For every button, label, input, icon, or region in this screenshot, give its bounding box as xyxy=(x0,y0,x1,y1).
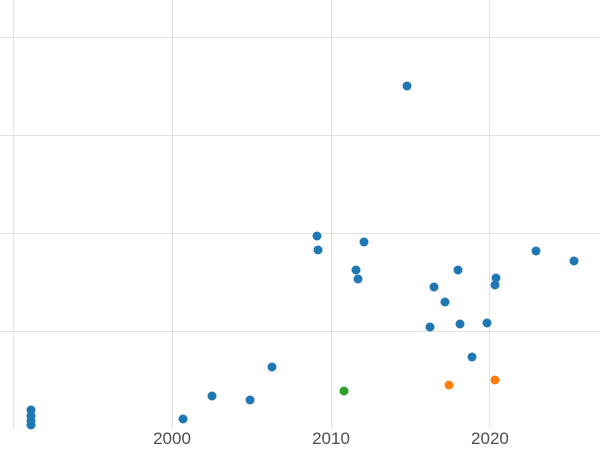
data-point-blue xyxy=(26,420,36,430)
data-point-orange xyxy=(444,380,454,390)
data-point-green xyxy=(339,386,349,396)
data-point-blue xyxy=(491,273,501,283)
data-point-blue xyxy=(531,246,541,256)
data-point-blue xyxy=(207,391,217,401)
data-point-blue xyxy=(453,265,463,275)
data-point-blue xyxy=(178,414,188,424)
data-point-blue xyxy=(26,411,36,421)
vertical-gridline xyxy=(489,0,491,428)
data-point-blue xyxy=(455,319,465,329)
horizontal-gridline xyxy=(0,36,600,38)
data-point-blue xyxy=(312,231,322,241)
vertical-gridline xyxy=(330,0,332,428)
data-point-blue xyxy=(490,280,500,290)
data-point-blue xyxy=(245,395,255,405)
data-point-blue xyxy=(267,362,277,372)
vertical-gridline xyxy=(171,0,173,428)
data-point-blue xyxy=(429,282,439,292)
x-tick-label: 2020 xyxy=(471,429,509,448)
data-point-blue xyxy=(467,352,477,362)
data-point-blue xyxy=(26,416,36,426)
horizontal-gridline xyxy=(0,134,600,136)
data-point-blue xyxy=(351,265,361,275)
vertical-gridline xyxy=(12,0,14,428)
data-point-blue xyxy=(440,297,450,307)
x-tick-label: 2010 xyxy=(312,429,350,448)
x-tick-label: 2000 xyxy=(153,429,191,448)
data-point-blue xyxy=(359,237,369,247)
horizontal-gridline xyxy=(0,330,600,332)
data-point-blue xyxy=(569,256,579,266)
data-point-blue xyxy=(425,322,435,332)
data-point-blue xyxy=(402,81,412,91)
horizontal-gridline xyxy=(0,232,600,234)
data-point-blue xyxy=(26,405,36,415)
data-point-blue xyxy=(313,245,323,255)
data-point-blue xyxy=(482,318,492,328)
data-point-blue xyxy=(353,274,363,284)
data-point-orange xyxy=(490,375,500,385)
